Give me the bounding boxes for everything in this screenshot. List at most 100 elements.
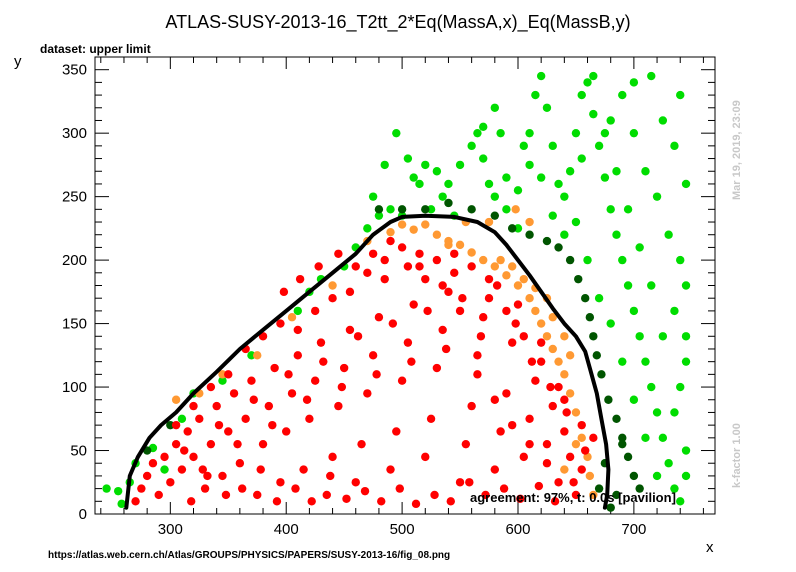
point-excluded	[287, 389, 297, 398]
point-allowed	[583, 78, 592, 87]
point-excluded	[415, 262, 424, 271]
point-excluded	[198, 465, 207, 474]
point-allowed-border	[629, 471, 639, 481]
point-excluded	[502, 306, 511, 316]
point-allowed	[670, 408, 679, 417]
point-excluded	[345, 287, 355, 297]
point-excluded	[276, 319, 285, 328]
point-allowed	[560, 230, 569, 239]
point-allowed	[606, 116, 615, 125]
point-excluded	[224, 370, 233, 379]
point-excluded	[319, 357, 328, 366]
point-allowed	[681, 332, 691, 341]
point-excluded	[455, 306, 465, 316]
point-allowed-border	[421, 205, 430, 214]
point-excluded	[516, 494, 525, 503]
point-excluded	[450, 268, 459, 278]
x-axis-label: x	[706, 539, 714, 556]
point-excluded	[421, 452, 430, 462]
point-excluded	[200, 484, 210, 493]
point-excluded	[310, 376, 320, 385]
point-excluded	[299, 465, 308, 474]
point-excluded	[357, 439, 366, 449]
point-excluded	[560, 427, 569, 436]
point-excluded	[562, 408, 571, 417]
exclusion-contour	[124, 213, 611, 510]
point-excluded-border	[397, 220, 407, 229]
point-excluded	[302, 395, 312, 404]
point-excluded	[189, 452, 198, 462]
point-excluded	[351, 478, 360, 487]
point-excluded	[554, 478, 563, 487]
point-excluded-border	[525, 217, 534, 227]
point-excluded	[407, 357, 416, 366]
point-excluded	[171, 420, 181, 430]
point-allowed	[676, 255, 685, 265]
point-allowed	[641, 357, 650, 366]
point-excluded	[334, 249, 343, 258]
point-excluded	[490, 465, 500, 474]
point-excluded	[339, 363, 349, 373]
point-excluded-border	[386, 227, 395, 237]
point-allowed	[513, 186, 523, 195]
point-excluded	[577, 465, 586, 474]
point-excluded-border	[536, 319, 546, 328]
point-allowed	[652, 408, 662, 417]
point-excluded-border	[511, 205, 520, 214]
point-allowed	[479, 154, 488, 163]
point-allowed	[490, 192, 500, 201]
point-excluded	[380, 255, 389, 265]
point-allowed	[542, 103, 552, 112]
point-excluded	[438, 281, 447, 290]
point-allowed	[531, 90, 540, 100]
point-allowed	[380, 160, 389, 170]
point-excluded	[270, 363, 279, 373]
point-excluded	[212, 401, 221, 411]
point-allowed	[247, 351, 256, 360]
point-excluded	[446, 497, 455, 506]
point-allowed	[386, 205, 395, 214]
point-allowed	[676, 382, 685, 392]
point-excluded	[421, 274, 430, 284]
point-allowed-border	[589, 332, 598, 341]
point-excluded	[423, 306, 432, 316]
point-excluded	[131, 497, 140, 506]
point-allowed	[403, 154, 413, 163]
point-excluded	[186, 497, 196, 506]
point-allowed	[519, 141, 528, 151]
point-allowed-border	[597, 370, 606, 379]
point-allowed	[392, 128, 401, 138]
point-excluded-border	[421, 220, 430, 229]
x-tick-label: 400	[274, 521, 299, 538]
point-excluded	[388, 319, 398, 328]
point-allowed	[548, 211, 557, 220]
point-excluded	[142, 471, 152, 481]
point-allowed-border	[467, 205, 476, 214]
point-excluded	[461, 439, 471, 449]
point-excluded	[148, 459, 158, 468]
point-excluded	[546, 382, 555, 392]
point-excluded	[305, 414, 314, 423]
y-tick-label: 350	[62, 62, 87, 79]
point-excluded	[473, 351, 482, 360]
point-allowed	[594, 293, 604, 303]
point-allowed	[502, 173, 511, 182]
point-excluded-border	[444, 240, 453, 250]
point-allowed	[583, 255, 592, 265]
point-allowed	[658, 332, 668, 341]
point-allowed	[525, 160, 534, 170]
point-excluded	[235, 459, 245, 468]
chart-title: ATLAS-SUSY-2013-16_T2tt_2*Eq(MassA,x)_Eq…	[165, 12, 630, 33]
point-excluded	[392, 427, 401, 436]
point-excluded	[499, 484, 509, 493]
point-allowed	[612, 230, 621, 239]
point-allowed-border	[525, 230, 534, 239]
point-allowed	[484, 179, 494, 189]
point-excluded	[218, 471, 227, 481]
y-tick-label: 50	[70, 443, 87, 460]
point-allowed	[681, 179, 691, 189]
point-allowed-border	[623, 452, 633, 462]
point-allowed	[600, 173, 610, 182]
k-factor-label: k-factor 1.00	[731, 423, 743, 488]
point-excluded	[206, 382, 216, 392]
